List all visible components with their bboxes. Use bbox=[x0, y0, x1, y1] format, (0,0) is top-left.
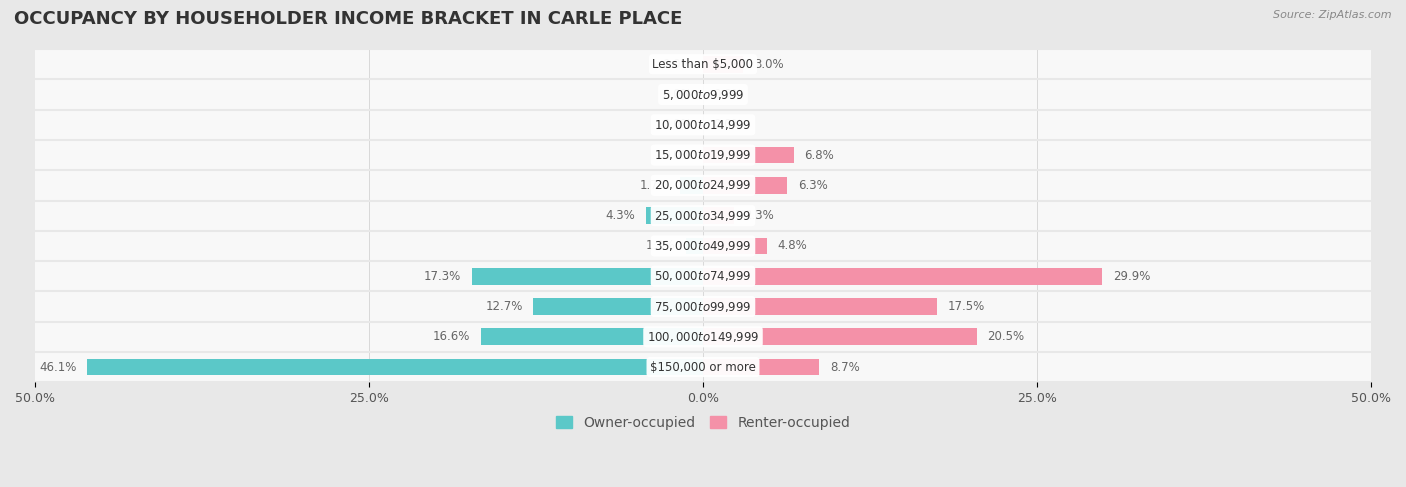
Bar bbox=[35, 261, 1371, 291]
Text: Source: ZipAtlas.com: Source: ZipAtlas.com bbox=[1274, 10, 1392, 20]
Bar bbox=[681, 177, 703, 194]
Text: 4.8%: 4.8% bbox=[778, 240, 807, 252]
Text: 17.3%: 17.3% bbox=[425, 270, 461, 283]
Text: $75,000 to $99,999: $75,000 to $99,999 bbox=[654, 300, 752, 314]
Text: 2.3%: 2.3% bbox=[744, 209, 775, 222]
Text: $50,000 to $74,999: $50,000 to $74,999 bbox=[654, 269, 752, 283]
Bar bbox=[35, 231, 1371, 261]
Text: 0.0%: 0.0% bbox=[662, 149, 692, 162]
Text: $5,000 to $9,999: $5,000 to $9,999 bbox=[662, 88, 744, 101]
Text: $100,000 to $149,999: $100,000 to $149,999 bbox=[647, 330, 759, 344]
Bar bbox=[703, 207, 734, 224]
Text: 20.5%: 20.5% bbox=[987, 330, 1025, 343]
Bar bbox=[703, 298, 936, 315]
Bar bbox=[35, 170, 1371, 201]
Text: 6.3%: 6.3% bbox=[797, 179, 828, 192]
Text: $35,000 to $49,999: $35,000 to $49,999 bbox=[654, 239, 752, 253]
Bar bbox=[35, 321, 1371, 352]
Text: 8.7%: 8.7% bbox=[830, 360, 859, 374]
Bar bbox=[645, 207, 703, 224]
Text: $25,000 to $34,999: $25,000 to $34,999 bbox=[654, 208, 752, 223]
Bar bbox=[533, 298, 703, 315]
Text: 1.3%: 1.3% bbox=[645, 240, 675, 252]
Bar bbox=[686, 238, 703, 254]
Text: 1.7%: 1.7% bbox=[640, 179, 669, 192]
Bar bbox=[35, 140, 1371, 170]
Bar bbox=[35, 352, 1371, 382]
Text: 29.9%: 29.9% bbox=[1114, 270, 1150, 283]
Text: 3.0%: 3.0% bbox=[754, 58, 783, 71]
Bar bbox=[703, 359, 820, 375]
Bar bbox=[703, 147, 794, 164]
Bar bbox=[35, 201, 1371, 231]
Text: 46.1%: 46.1% bbox=[39, 360, 76, 374]
Text: 17.5%: 17.5% bbox=[948, 300, 984, 313]
Text: OCCUPANCY BY HOUSEHOLDER INCOME BRACKET IN CARLE PLACE: OCCUPANCY BY HOUSEHOLDER INCOME BRACKET … bbox=[14, 10, 682, 28]
Bar bbox=[35, 291, 1371, 321]
Bar bbox=[35, 110, 1371, 140]
Bar bbox=[703, 238, 768, 254]
Bar bbox=[703, 177, 787, 194]
Bar bbox=[703, 328, 977, 345]
Bar bbox=[87, 359, 703, 375]
Text: 12.7%: 12.7% bbox=[485, 300, 523, 313]
Text: Less than $5,000: Less than $5,000 bbox=[652, 58, 754, 71]
Text: 0.0%: 0.0% bbox=[662, 88, 692, 101]
Text: 0.0%: 0.0% bbox=[714, 88, 744, 101]
Text: 6.8%: 6.8% bbox=[804, 149, 834, 162]
Text: 4.3%: 4.3% bbox=[605, 209, 636, 222]
Text: $20,000 to $24,999: $20,000 to $24,999 bbox=[654, 178, 752, 192]
Bar bbox=[703, 56, 744, 73]
Text: 16.6%: 16.6% bbox=[433, 330, 471, 343]
Legend: Owner-occupied, Renter-occupied: Owner-occupied, Renter-occupied bbox=[550, 410, 856, 435]
Text: $150,000 or more: $150,000 or more bbox=[650, 360, 756, 374]
Bar bbox=[35, 79, 1371, 110]
Bar bbox=[481, 328, 703, 345]
Bar bbox=[703, 268, 1102, 284]
Text: 0.0%: 0.0% bbox=[662, 58, 692, 71]
Text: 0.0%: 0.0% bbox=[662, 118, 692, 131]
Bar bbox=[472, 268, 703, 284]
Text: $10,000 to $14,999: $10,000 to $14,999 bbox=[654, 118, 752, 132]
Text: 0.0%: 0.0% bbox=[714, 118, 744, 131]
Bar bbox=[35, 49, 1371, 79]
Text: $15,000 to $19,999: $15,000 to $19,999 bbox=[654, 148, 752, 162]
